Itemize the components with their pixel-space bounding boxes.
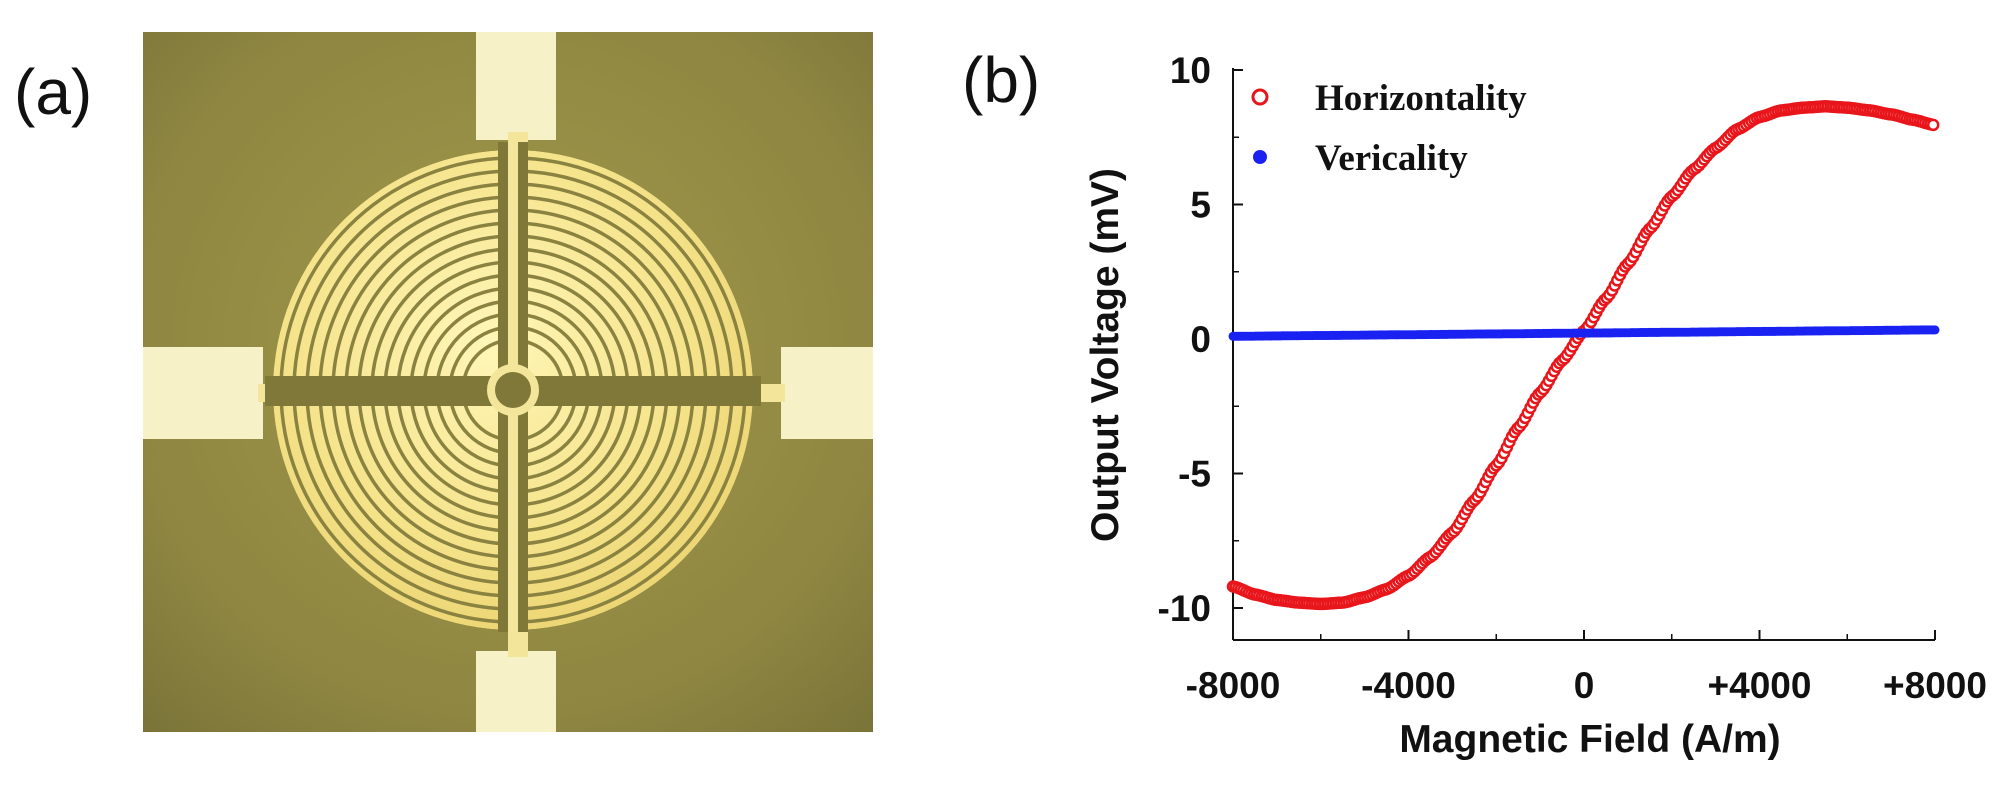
x-tick-label: +8000: [1883, 665, 1987, 706]
y-tick-label: -10: [1158, 588, 1211, 629]
x-tick-label: 0: [1574, 665, 1595, 706]
series-horizontality: [1226, 100, 1940, 611]
x-tick-label: +4000: [1708, 665, 1812, 706]
x-axis-title: Magnetic Field (A/m): [1399, 718, 1780, 761]
bottom-contact-pad: [476, 651, 556, 732]
series-vericality: [1228, 325, 1940, 341]
y-tick-label: 0: [1190, 319, 1211, 360]
center-hole: [495, 372, 531, 408]
y-axis-title: Output Voltage (mV): [1084, 168, 1127, 542]
legend-label-vericality: Vericality: [1315, 138, 1468, 179]
panel-label-a: (a): [14, 56, 93, 128]
y-tick-label: -5: [1178, 454, 1211, 495]
x-tick-label: -4000: [1361, 665, 1456, 706]
chart-legend: Horizontality Vericality: [1251, 78, 1527, 179]
legend-label-horizontality: Horizontality: [1315, 78, 1527, 119]
data-point: [1930, 325, 1940, 335]
left-contact-pad: [143, 347, 263, 439]
y-tick-label: 5: [1190, 185, 1211, 226]
right-contact-pad: [781, 347, 873, 439]
data-point: [1926, 118, 1940, 132]
top-contact-pad: [476, 32, 556, 140]
x-tick-label: -8000: [1186, 665, 1281, 706]
panel-label-b: (b): [962, 44, 1041, 116]
legend-marker-horizontality: [1251, 88, 1269, 106]
y-tick-label: 10: [1170, 50, 1211, 91]
legend-marker-vericality: [1253, 150, 1267, 164]
sensor-micrograph: [143, 32, 873, 732]
